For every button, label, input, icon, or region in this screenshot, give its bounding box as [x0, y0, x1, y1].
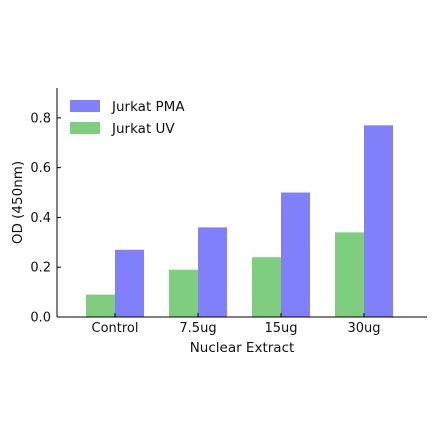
legend-label: Jurkat UV [111, 121, 175, 137]
bar-jurkat-uv-15ug [252, 257, 281, 317]
y-tick-label: 0.2 [30, 261, 51, 276]
bar-jurkat-pma-control [115, 249, 144, 317]
x-category-labels: Control 7.5ug 15ug 30ug [92, 313, 381, 336]
x-category-label: 30ug [347, 321, 380, 336]
bar-jurkat-pma-30ug [364, 125, 393, 317]
legend-swatch [70, 122, 100, 134]
axes-layer [56, 88, 427, 318]
x-category-label: Control [92, 321, 139, 336]
bar-jurkat-uv-30ug [335, 232, 364, 317]
y-tick-label: 0.6 [30, 161, 51, 176]
bar-jurkat-uv-7-5ug [169, 269, 198, 317]
bar-jurkat-pma-15ug [281, 192, 310, 317]
x-category-label: 7.5ug [179, 321, 216, 336]
y-tick-label: 0.4 [30, 211, 51, 226]
y-ticks: 0.0 0.2 0.4 0.6 0.8 [30, 111, 61, 326]
x-axis-title: Nuclear Extract [190, 340, 295, 356]
x-category-label: 15ug [264, 321, 297, 336]
bar-jurkat-uv-control [86, 294, 115, 317]
y-tick-label: 0.8 [30, 111, 51, 126]
legend-label: Jurkat PMA [111, 99, 185, 115]
legend-swatch [70, 100, 100, 112]
y-tick-label: 0.0 [30, 311, 51, 326]
bar-jurkat-pma-7-5ug [198, 227, 227, 317]
y-axis-title: OD (450nm) [10, 161, 26, 244]
legend: Jurkat PMA Jurkat UV [70, 99, 185, 137]
bars-layer [86, 125, 393, 317]
